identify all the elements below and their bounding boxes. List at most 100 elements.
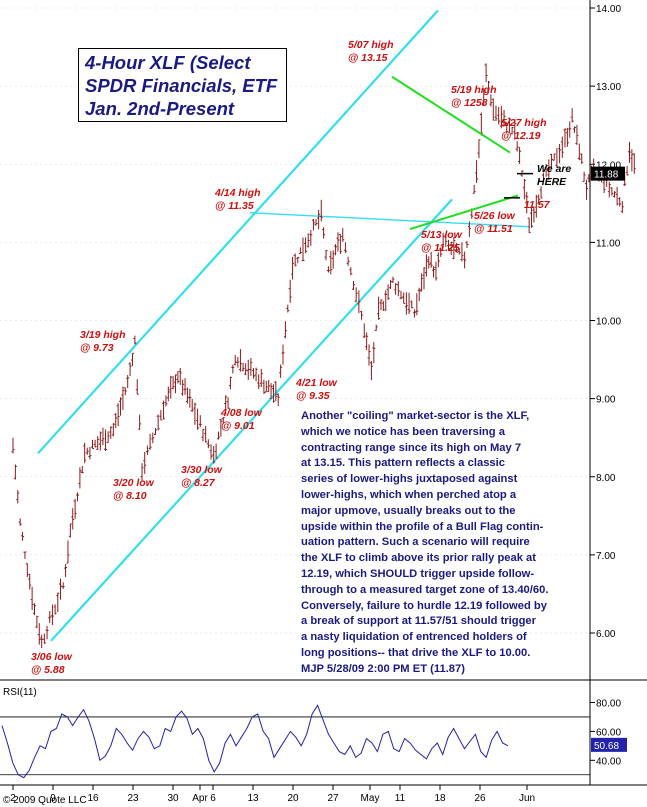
commentary-line: long positions-- that drive the XLF to 1… [301,646,531,659]
price-tick-label: 12.00 [596,160,621,171]
annotation-line: 5/07 high [348,39,394,51]
annotation-line: 4/08 low [221,407,262,419]
commentary-line: series of lower-highs juxtaposed against [301,473,518,486]
annotation-line: 5/13 low [421,229,462,241]
annotation-line: @ 8.27 [181,476,215,489]
rsi-panel: 40.00 60.00 80.00 50.68 [0,680,647,786]
annotation-line: 3/19 high [80,329,126,341]
commentary-line: at 13.15. This pattern reflects a classi… [301,457,505,470]
annotation-support: 11.57 [524,199,550,212]
x-tick-label: 13 [247,793,259,804]
price-tick-label: 9.00 [596,395,616,406]
title-line-2: SPDR Financials, ETF [85,75,278,96]
annotation-line: @ 13.15 [348,51,388,64]
annotation-mar20: 3/20 low @ 8.10 [113,477,154,502]
rsi-tick-label: 40.00 [596,756,621,767]
annotation-line: @ 1258 [451,96,488,109]
rsi-tick-label: 60.00 [596,727,621,738]
price-tick-label: 8.00 [596,473,616,484]
we-are-here-line-2: HERE [537,175,567,188]
annotation-line: @ 9.73 [80,341,114,354]
commentary-line: a nasty liquidation of entrenced holders… [301,631,527,644]
annotation-line: @ 11.35 [215,199,254,212]
commentary-line: 12.19, which SHOULD trigger upside follo… [301,567,535,580]
annotation-line: 5/27 high [501,117,547,129]
price-tick-label: 14.00 [596,4,621,15]
price-tick-label: 6.00 [596,629,616,640]
commentary-line: contracting range since its high on May … [301,441,522,454]
commentary-line: uation pattern. Such a scenario will req… [301,536,530,549]
annotation-line: 5/26 low [474,210,515,222]
x-tick-label: 20 [287,793,299,804]
annotation-line: 3/30 low [181,464,222,476]
channel-upper-line [37,9,439,455]
price-tick-label: 7.00 [596,551,616,562]
x-tick-label: May [361,793,380,804]
commentary-line: Another "coiling" market-sector is the X… [301,410,530,422]
commentary-line: MJP 5/28/09 2:00 PM ET (11.87) [301,662,465,675]
rsi-last-value: 50.68 [594,741,619,752]
commentary-line: Conversely, failure to hurdle 12.19 foll… [301,599,547,612]
x-tick-label: 23 [127,793,139,804]
annotation-line: 4/14 high [215,187,261,199]
commentary-line: the XLF to climb above its prior rally p… [301,552,536,565]
neckline [249,211,531,228]
annotation-apr21: 4/21 low @ 9.35 [296,377,337,402]
x-tick-label: 9 [50,793,56,804]
annotation-may07: 5/07 high @ 13.15 [348,39,394,64]
title-line-1: 4-Hour XLF (Select [85,52,251,73]
rsi-series-line [1,704,509,779]
we-are-here-label: We are HERE [537,163,571,188]
channel-lower-line [50,198,453,642]
x-tick-label: 2 [10,793,16,804]
copyright: © 2009 Quote LLC [3,795,87,806]
annotation-line: 5/19 high [451,84,497,96]
x-tick-label: 11 [395,793,406,804]
commentary-line: major upmove, usually breaks out to the [301,504,516,517]
flag-upper-line [391,75,511,154]
x-tick-label: Jun [519,793,535,804]
annotation-line: @ 12.19 [501,129,541,142]
annotation-line: 3/20 low [113,477,154,489]
commentary-line: which we notice has been traversing a [301,425,505,438]
x-tick-label: 26 [474,793,486,804]
flag-lower-line [409,194,519,231]
price-tick-label: 11.00 [596,238,621,249]
annotation-mar30: 3/30 low @ 8.27 [181,464,222,489]
annotation-line: @ 8.10 [113,489,147,502]
commentary-line: lower-highs, which when perched atop a [301,488,517,501]
x-tick-label: 16 [87,793,99,804]
annotation-line: @ 5.88 [31,663,65,676]
annotation-line: @ 11.51 [474,222,513,235]
rsi-tick-label: 80.00 [596,698,621,709]
price-tick-label: 10.00 [596,317,621,328]
annotation-apr14: 4/14 high @ 11.35 [215,187,261,212]
annotation-line: 3/06 low [31,651,72,663]
commentary-text: Another "coiling" market-sector is the X… [301,409,601,678]
annotation-line: @ 9.01 [221,419,255,432]
price-tick-label: 13.00 [596,82,621,93]
x-tick-label: 6 [210,793,216,804]
chart-title: 4-Hour XLF (Select SPDR Financials, ETF … [78,48,287,122]
rsi-last-box [591,737,627,752]
annotation-line: @ 11.25 [421,241,460,254]
x-tick-label: Apr [192,793,208,804]
annotation-may26: 5/26 low @ 11.51 [474,210,515,235]
annotation-line: @ 9.35 [296,389,330,402]
annotation-may19: 5/19 high @ 1258 [451,84,497,109]
commentary-line: a break of support at 11.57/51 should tr… [301,615,537,628]
rsi-label: RSI(11) [3,687,37,698]
commentary-line: upside within the profile of a Bull Flag… [301,520,544,533]
we-are-here-line-1: We are [537,163,572,175]
annotation-line: 4/21 low [296,377,337,389]
last-price-box [591,166,625,181]
annotation-may13: 5/13 low @ 11.25 [421,229,462,254]
x-tick-label: 18 [434,793,446,804]
annotation-apr08: 4/08 low @ 9.01 [221,407,262,432]
title-line-3: Jan. 2nd-Present [85,98,235,119]
annotation-may27: 5/27 high @ 12.19 [501,117,547,142]
annotation-line: 11.57 [524,199,550,211]
annotation-mar06: 3/06 low @ 5.88 [31,651,72,676]
x-tick-label: 30 [167,793,179,804]
last-price-value: 11.88 [594,170,619,181]
